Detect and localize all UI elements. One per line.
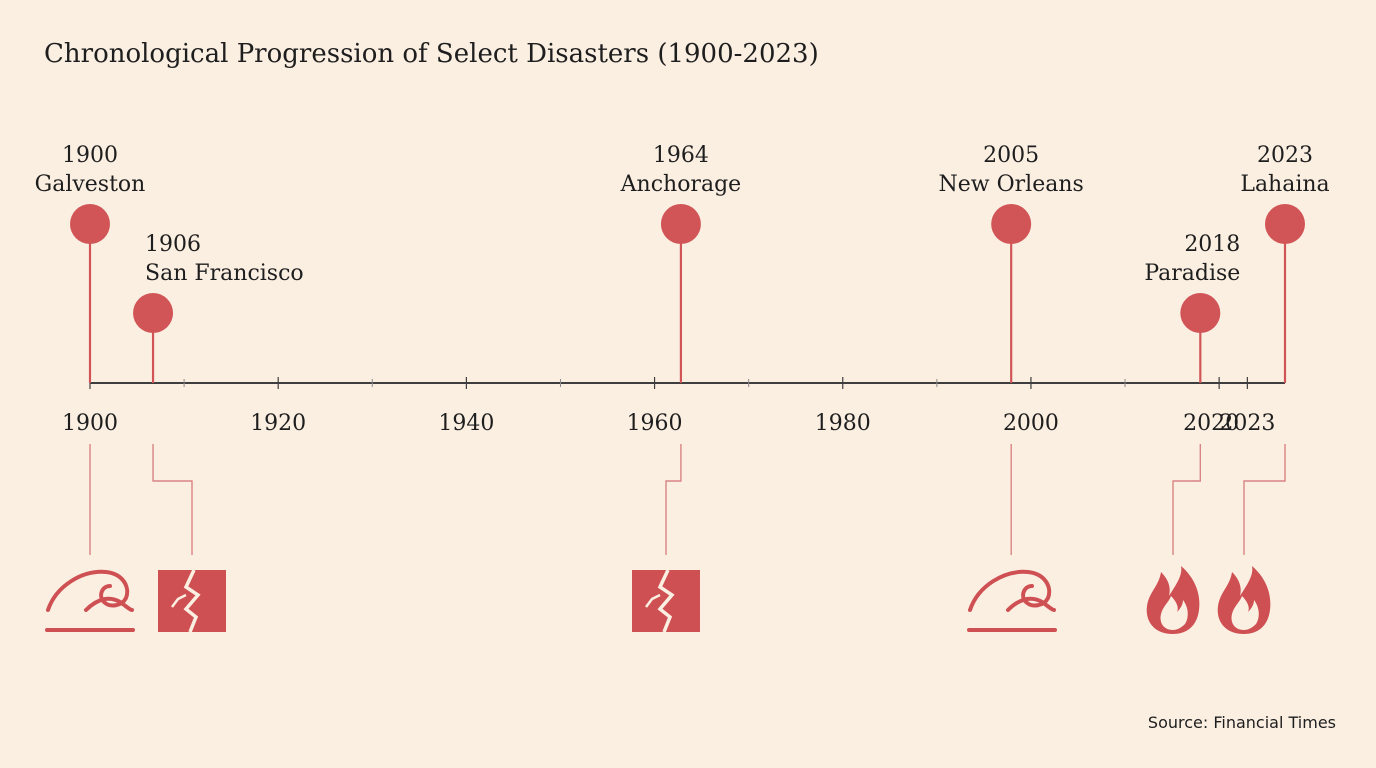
quake-crack (183, 569, 201, 633)
event-place: Paradise (1144, 261, 1240, 286)
event-marker (991, 204, 1032, 244)
tick-label: 2020 (1183, 411, 1239, 436)
tick-label: 1940 (438, 411, 494, 436)
event-markers: 1900 Galveston 1906 San Francisco 1964 Anchor… (35, 143, 1330, 383)
event-0: 1900 Galveston (35, 143, 146, 383)
wave-curl (968, 569, 1052, 612)
flame-inner (1160, 596, 1188, 630)
event-marker (133, 293, 174, 333)
earthquake-icon (158, 569, 226, 633)
event-icons (45, 444, 1286, 634)
event-marker (1180, 293, 1221, 333)
fire-icon (1217, 566, 1271, 634)
earthquake-icon (632, 569, 700, 633)
chart-title: Chronological Progression of Select Disa… (44, 39, 819, 69)
quake-crack-branch (171, 593, 187, 608)
event-year: 2023 (1257, 143, 1313, 168)
event-2: 1964 Anchorage (620, 143, 742, 383)
event-5: 2023 Lahaina (1240, 143, 1330, 383)
event-year: 1906 (145, 232, 201, 257)
event-place: Anchorage (620, 172, 742, 197)
event-year: 1964 (653, 143, 709, 168)
tick-label: 2000 (1003, 411, 1059, 436)
event-place: Lahaina (1240, 172, 1329, 197)
flame-inner (1231, 596, 1259, 630)
event-year: 2018 (1184, 232, 1240, 257)
tick-label: 1900 (62, 411, 118, 436)
event-place: San Francisco (145, 261, 304, 286)
wave-curl (46, 569, 130, 612)
tick-label: 1980 (815, 411, 871, 436)
tick-label: 2023 (1219, 411, 1275, 436)
event-1: 1906 San Francisco (133, 232, 304, 383)
quake-crack (657, 569, 675, 633)
wave-inner (1006, 596, 1056, 612)
event-3: 2005 New Orleans (939, 143, 1084, 383)
event-year: 1900 (62, 143, 118, 168)
icon-connector (1243, 444, 1286, 555)
tick-label: 1960 (627, 411, 683, 436)
event-marker (660, 204, 701, 244)
icon-connector (152, 444, 193, 555)
quake-crack-branch (645, 593, 661, 608)
event-year: 2005 (983, 143, 1039, 168)
event-marker (1265, 204, 1305, 244)
wave-inner (84, 596, 134, 612)
wave-icon (967, 569, 1057, 632)
icon-connector (1172, 444, 1202, 555)
source-note: Source: Financial Times (1148, 713, 1336, 732)
fire-icon (1146, 566, 1200, 634)
wave-icon (45, 569, 135, 632)
event-place: Galveston (35, 172, 146, 197)
tick-label: 1920 (250, 411, 306, 436)
event-place: New Orleans (939, 172, 1084, 197)
event-4: 2018 Paradise (1144, 232, 1240, 383)
icon-connector (665, 444, 682, 555)
event-marker (70, 204, 110, 244)
